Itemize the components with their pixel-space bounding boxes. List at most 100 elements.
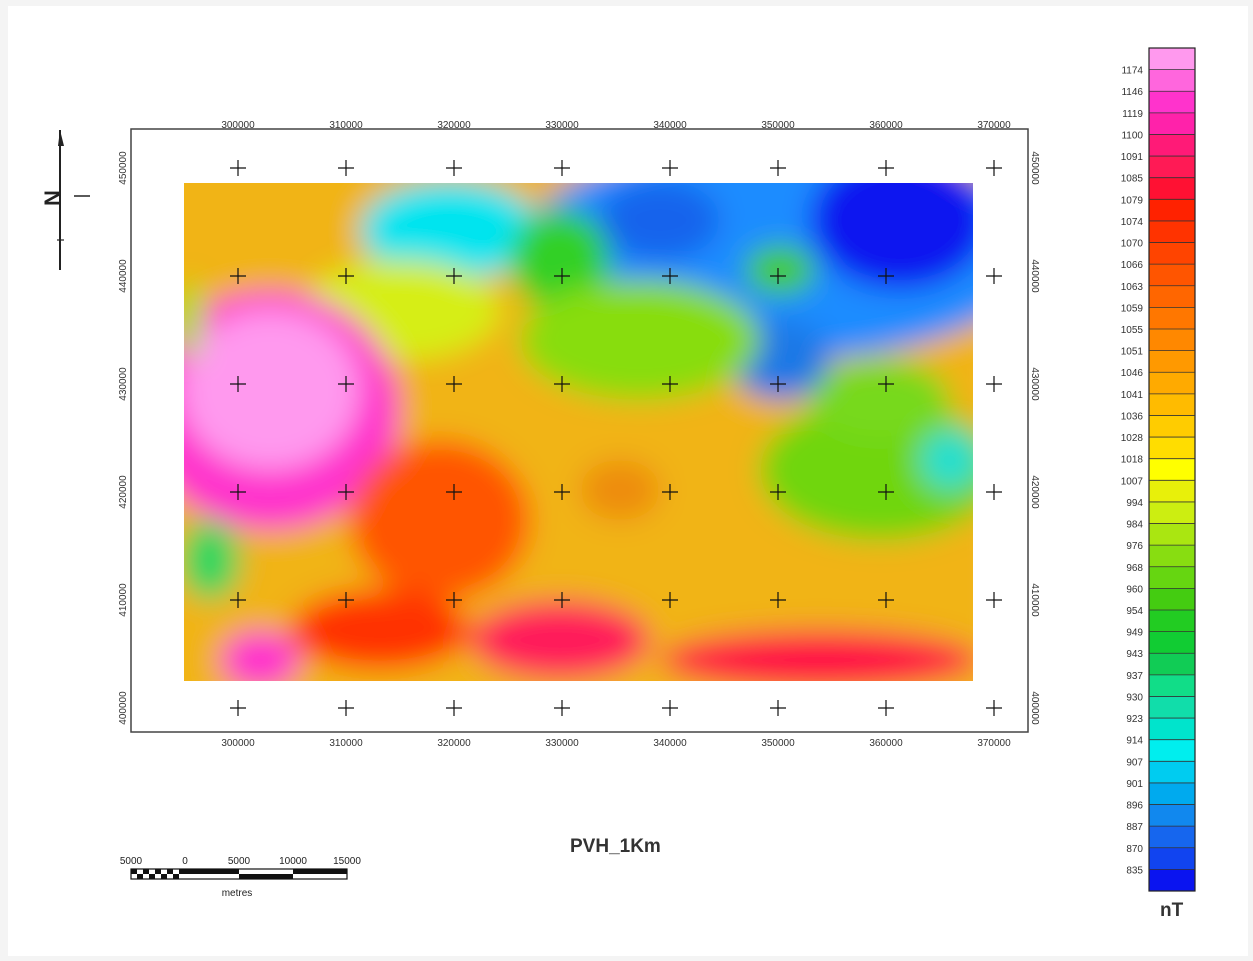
y-tick-label-right: 450000 — [1029, 151, 1040, 185]
x-tick-label-top: 300000 — [221, 120, 255, 131]
x-tick-label-top: 370000 — [977, 120, 1011, 131]
x-axis-labels-top: 300000 310000 320000 330000 340000 350000 3600… — [221, 120, 1011, 131]
legend-color-swatch — [1149, 782, 1195, 805]
grid-cross — [446, 268, 462, 284]
legend-color-swatch — [1149, 307, 1195, 330]
legend-color-swatch — [1149, 199, 1195, 222]
legend-colorbar: 1174 1146 1119 1100 1091 1085 1079 1074 1070 1066… — [1121, 47, 1196, 892]
scale-bar-label: 5000 — [120, 856, 143, 867]
grid-cross — [662, 700, 678, 716]
legend-level-label: 1055 — [1121, 325, 1144, 336]
x-tick-label-bottom: 370000 — [977, 738, 1011, 749]
x-tick-label-bottom: 320000 — [437, 738, 471, 749]
anomaly-grid-image — [184, 183, 973, 681]
x-tick-label-top: 360000 — [869, 120, 903, 131]
grid-cross — [878, 376, 894, 392]
legend-color-swatch — [1149, 177, 1195, 200]
legend-color-swatch — [1149, 242, 1195, 265]
grid-cross — [662, 160, 678, 176]
legend-color-swatch — [1149, 91, 1195, 114]
legend-level-label: 994 — [1126, 498, 1143, 509]
legend-color-swatch — [1149, 674, 1195, 697]
legend-level-label: 976 — [1126, 541, 1143, 552]
legend-color-swatch — [1149, 437, 1195, 459]
grid-crosses — [230, 160, 1002, 716]
legend-level-label: 896 — [1126, 801, 1143, 812]
legend-level-label: 968 — [1126, 563, 1143, 574]
grid-cross — [230, 376, 246, 392]
grid-cross — [986, 268, 1002, 284]
grid-cross — [554, 268, 570, 284]
grid-cross — [446, 160, 462, 176]
grid-cross — [878, 484, 894, 500]
legend-color-swatch — [1149, 264, 1195, 287]
legend-level-label: 901 — [1126, 779, 1143, 790]
legend-color-swatch — [1149, 458, 1195, 481]
legend-level-label: 870 — [1126, 844, 1143, 855]
grid-cross — [986, 160, 1002, 176]
north-arrow: N — [40, 130, 90, 270]
y-tick-label-right: 420000 — [1029, 475, 1040, 509]
scale-bar-segment — [137, 874, 143, 879]
legend-color-swatch — [1149, 869, 1195, 892]
legend-level-label: 937 — [1126, 671, 1143, 682]
scale-bar-segment — [239, 874, 293, 879]
grid-cross — [662, 484, 678, 500]
legend-color-swatch — [1149, 350, 1195, 373]
grid-cross — [554, 160, 570, 176]
legend-color-swatch — [1149, 566, 1195, 589]
grid-cross — [662, 376, 678, 392]
legend-color-swatch — [1149, 847, 1195, 870]
x-tick-label-top: 320000 — [437, 120, 471, 131]
legend-level-label: 1174 — [1121, 66, 1143, 77]
x-tick-label-top: 330000 — [545, 120, 579, 131]
legend-level-label: 1063 — [1121, 282, 1144, 293]
legend-color-swatch — [1149, 220, 1195, 243]
legend-level-label: 923 — [1126, 714, 1143, 725]
y-tick-label-left: 420000 — [118, 475, 129, 509]
legend-unit: nT — [1160, 900, 1184, 921]
grid-cross — [986, 592, 1002, 608]
legend-level-label: 1041 — [1121, 390, 1144, 401]
y-tick-label-left: 450000 — [118, 151, 129, 185]
grid-cross — [446, 376, 462, 392]
grid-cross — [770, 160, 786, 176]
y-tick-label-right: 430000 — [1029, 367, 1040, 401]
scale-bar-segment — [149, 874, 155, 879]
grid-cross — [338, 700, 354, 716]
legend-level-label: 907 — [1126, 757, 1143, 768]
legend-level-label: 1046 — [1121, 368, 1144, 379]
scale-unit: metres — [222, 888, 253, 899]
legend-color-swatch — [1149, 480, 1195, 503]
legend-level-label: 960 — [1126, 584, 1143, 595]
legend-color-swatch — [1149, 112, 1195, 135]
grid-cross — [878, 700, 894, 716]
grid-cross — [230, 268, 246, 284]
grid-cross — [338, 160, 354, 176]
legend-color-swatch — [1149, 588, 1195, 611]
scale-bar-label: 0 — [182, 856, 188, 867]
grid-cross — [770, 268, 786, 284]
legend-level-label: 1036 — [1121, 411, 1144, 422]
y-axis-labels-left: 450000 440000 430000 420000 410000 400000 — [118, 151, 129, 725]
x-tick-label-bottom: 300000 — [221, 738, 255, 749]
legend-level-label: 1066 — [1121, 260, 1144, 271]
legend-level-label: 1074 — [1121, 217, 1144, 228]
grid-cross — [986, 484, 1002, 500]
grid-cross — [770, 700, 786, 716]
legend-level-label: 930 — [1126, 692, 1143, 703]
legend-color-swatch — [1149, 285, 1195, 308]
legend-level-label: 1079 — [1121, 195, 1144, 206]
grid-cross — [662, 268, 678, 284]
grid-cross — [338, 376, 354, 392]
grid-cross — [770, 592, 786, 608]
legend-color-swatch — [1149, 501, 1195, 524]
y-tick-label-left: 440000 — [118, 259, 129, 293]
legend-level-label: 943 — [1126, 649, 1143, 660]
scale-bar-segment — [173, 874, 179, 879]
grid-cross — [338, 484, 354, 500]
legend-level-label: 1070 — [1121, 239, 1144, 250]
x-tick-label-bottom: 350000 — [761, 738, 795, 749]
grid-cross — [230, 700, 246, 716]
